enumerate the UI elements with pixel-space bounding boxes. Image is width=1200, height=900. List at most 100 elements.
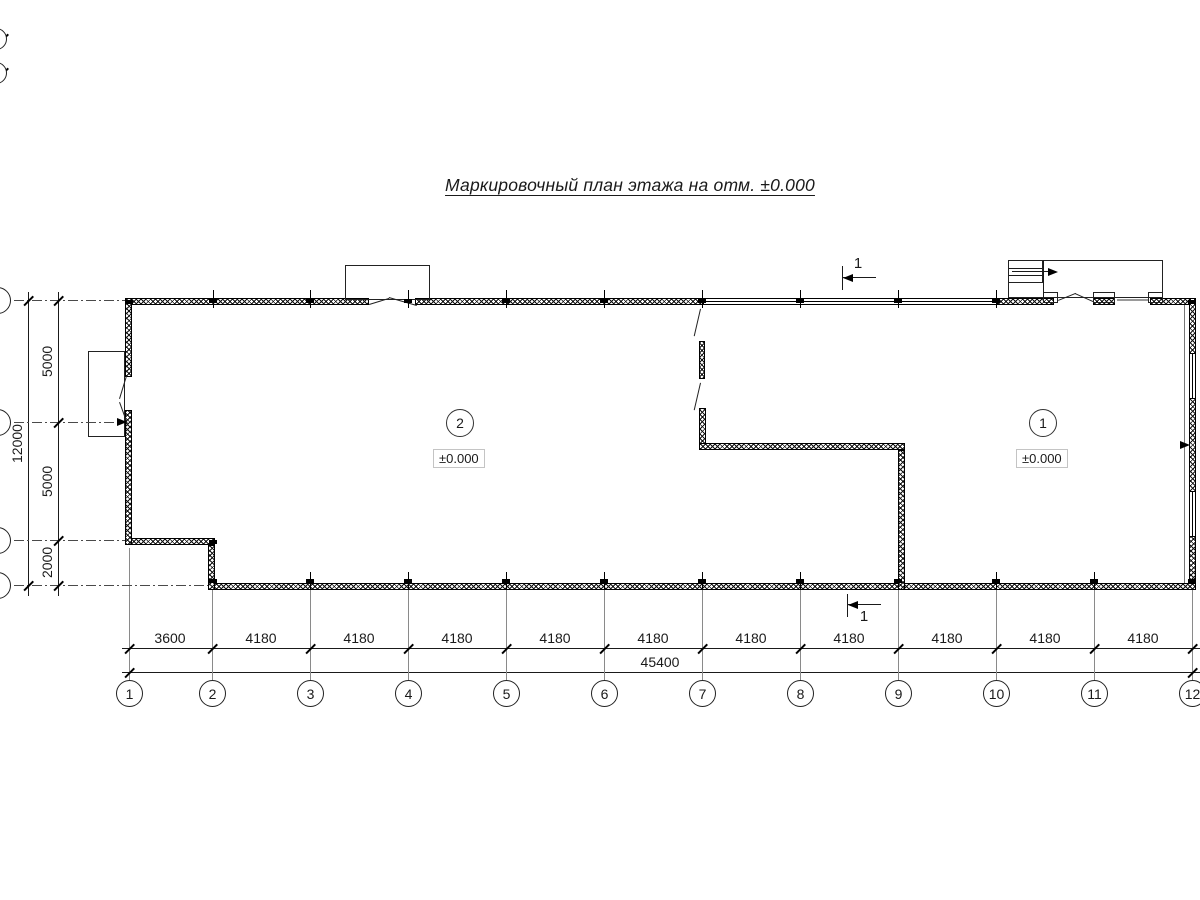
- column-marker: [306, 579, 314, 583]
- wall-segment: [125, 298, 132, 377]
- room-number: 1: [1039, 415, 1047, 431]
- grid-extension-line: [996, 590, 997, 680]
- section-mark-tick: [847, 594, 848, 617]
- window-band: [704, 298, 997, 305]
- column-marker: [992, 579, 1000, 583]
- stairs-direction-arrow-shaft: [1012, 271, 1050, 272]
- dimension-line: [122, 672, 1200, 673]
- stair-tread: [1009, 268, 1042, 269]
- porch-outline: [345, 265, 430, 300]
- wall-segment: [699, 443, 905, 450]
- column-marker: [502, 579, 510, 583]
- wall-segment: [208, 545, 215, 590]
- dim-label: 4180: [637, 630, 669, 646]
- column-marker: [1090, 579, 1098, 583]
- section-mark-label-bottom: 1: [859, 608, 869, 625]
- section-mark-tick: [842, 266, 843, 290]
- column-marker: [992, 299, 1000, 303]
- wall-segment: [1189, 298, 1196, 354]
- door-leaf: [693, 382, 701, 411]
- room-tag-1: 1: [1029, 409, 1057, 437]
- porch-outline: [88, 351, 125, 437]
- corner-marker: [1188, 300, 1196, 304]
- dim-label: 2000: [39, 546, 55, 578]
- grid-extension-line: [604, 590, 605, 680]
- corner-marker: [209, 540, 217, 544]
- section-mark-arrow: [848, 601, 858, 609]
- section-mark-line: [848, 604, 881, 605]
- elevation-label-room-2: ±0.000: [433, 449, 485, 468]
- porch-outline: [1093, 292, 1115, 303]
- dimension-line: [122, 648, 1200, 649]
- corner-marker: [894, 579, 902, 583]
- door-leaf: [693, 308, 701, 337]
- column-marker: [600, 579, 608, 583]
- stair-tread: [1009, 275, 1042, 276]
- grid-bubble-5: 5: [493, 680, 520, 707]
- drawing-title: Маркировочный план этажа на отм. ±0.000: [300, 175, 960, 196]
- wall-segment: [415, 298, 704, 305]
- centerline: [14, 540, 125, 541]
- wall-segment: [125, 410, 132, 545]
- wall-segment: [125, 538, 215, 545]
- dim-label: 4180: [931, 630, 963, 646]
- grid-bubble-3: 3: [297, 680, 324, 707]
- grid-bubble-7: 7: [689, 680, 716, 707]
- elevation-label-room-1: ±0.000: [1016, 449, 1068, 468]
- dim-label: 4180: [735, 630, 767, 646]
- grid-extension-line: [898, 590, 899, 680]
- grid-bubble-6: 6: [591, 680, 618, 707]
- dim-label: 3600: [154, 630, 186, 646]
- column-marker: [698, 579, 706, 583]
- column-marker: [796, 299, 804, 303]
- grid-extension-line: [1192, 590, 1193, 680]
- grid-extension-line: [408, 590, 409, 680]
- dim-label: 4180: [833, 630, 865, 646]
- grid-bubble-2: 2: [199, 680, 226, 707]
- corner-marker: [1188, 579, 1196, 583]
- dimension-line: [28, 292, 29, 596]
- column-marker: [502, 299, 510, 303]
- grid-arrow: [1180, 441, 1190, 449]
- grid-bubble-10: 10: [983, 680, 1010, 707]
- dim-total-label: 45400: [640, 654, 680, 670]
- grid-bubble-1: 1: [116, 680, 143, 707]
- dim-label: 5000: [39, 465, 55, 497]
- dim-label: 4180: [245, 630, 277, 646]
- window-band: [1189, 354, 1196, 398]
- grid-extension-line: [310, 590, 311, 680]
- column-marker: [894, 299, 902, 303]
- grid-bubble-11: 11: [1081, 680, 1108, 707]
- stairs-right-edge: [1043, 260, 1044, 298]
- dim-label: 4180: [1029, 630, 1061, 646]
- porch-outline: [1148, 292, 1163, 303]
- centerline: [14, 300, 125, 301]
- grid-bubble-9: 9: [885, 680, 912, 707]
- grid-extension-line: [129, 548, 130, 680]
- grid-bubble-8: 8: [787, 680, 814, 707]
- grid-extension-line: [702, 590, 703, 680]
- column-marker: [404, 579, 412, 583]
- porch-outline: [1043, 292, 1058, 303]
- column-marker: [404, 299, 412, 303]
- column-marker: [698, 299, 706, 303]
- grid-extension-line: [800, 590, 801, 680]
- drawing-title-text: Маркировочный план этажа на отм. ±0.000: [445, 175, 815, 195]
- grid-extension-line: [1094, 590, 1095, 680]
- wall-segment: [699, 341, 705, 379]
- section-mark-line: [843, 277, 876, 278]
- wall-segment: [210, 583, 1196, 590]
- dim-label: 4180: [343, 630, 375, 646]
- corner-marker: [125, 300, 133, 304]
- room-number: 2: [456, 415, 464, 431]
- dim-total-label: 12000: [9, 424, 25, 463]
- wall-segment: [1189, 398, 1196, 492]
- grid-arrow: [117, 418, 127, 426]
- column-marker: [209, 299, 217, 303]
- grid-bubble-4: 4: [395, 680, 422, 707]
- section-mark-arrow: [843, 274, 853, 282]
- window-band: [1189, 492, 1196, 536]
- grid-extension-line: [212, 590, 213, 680]
